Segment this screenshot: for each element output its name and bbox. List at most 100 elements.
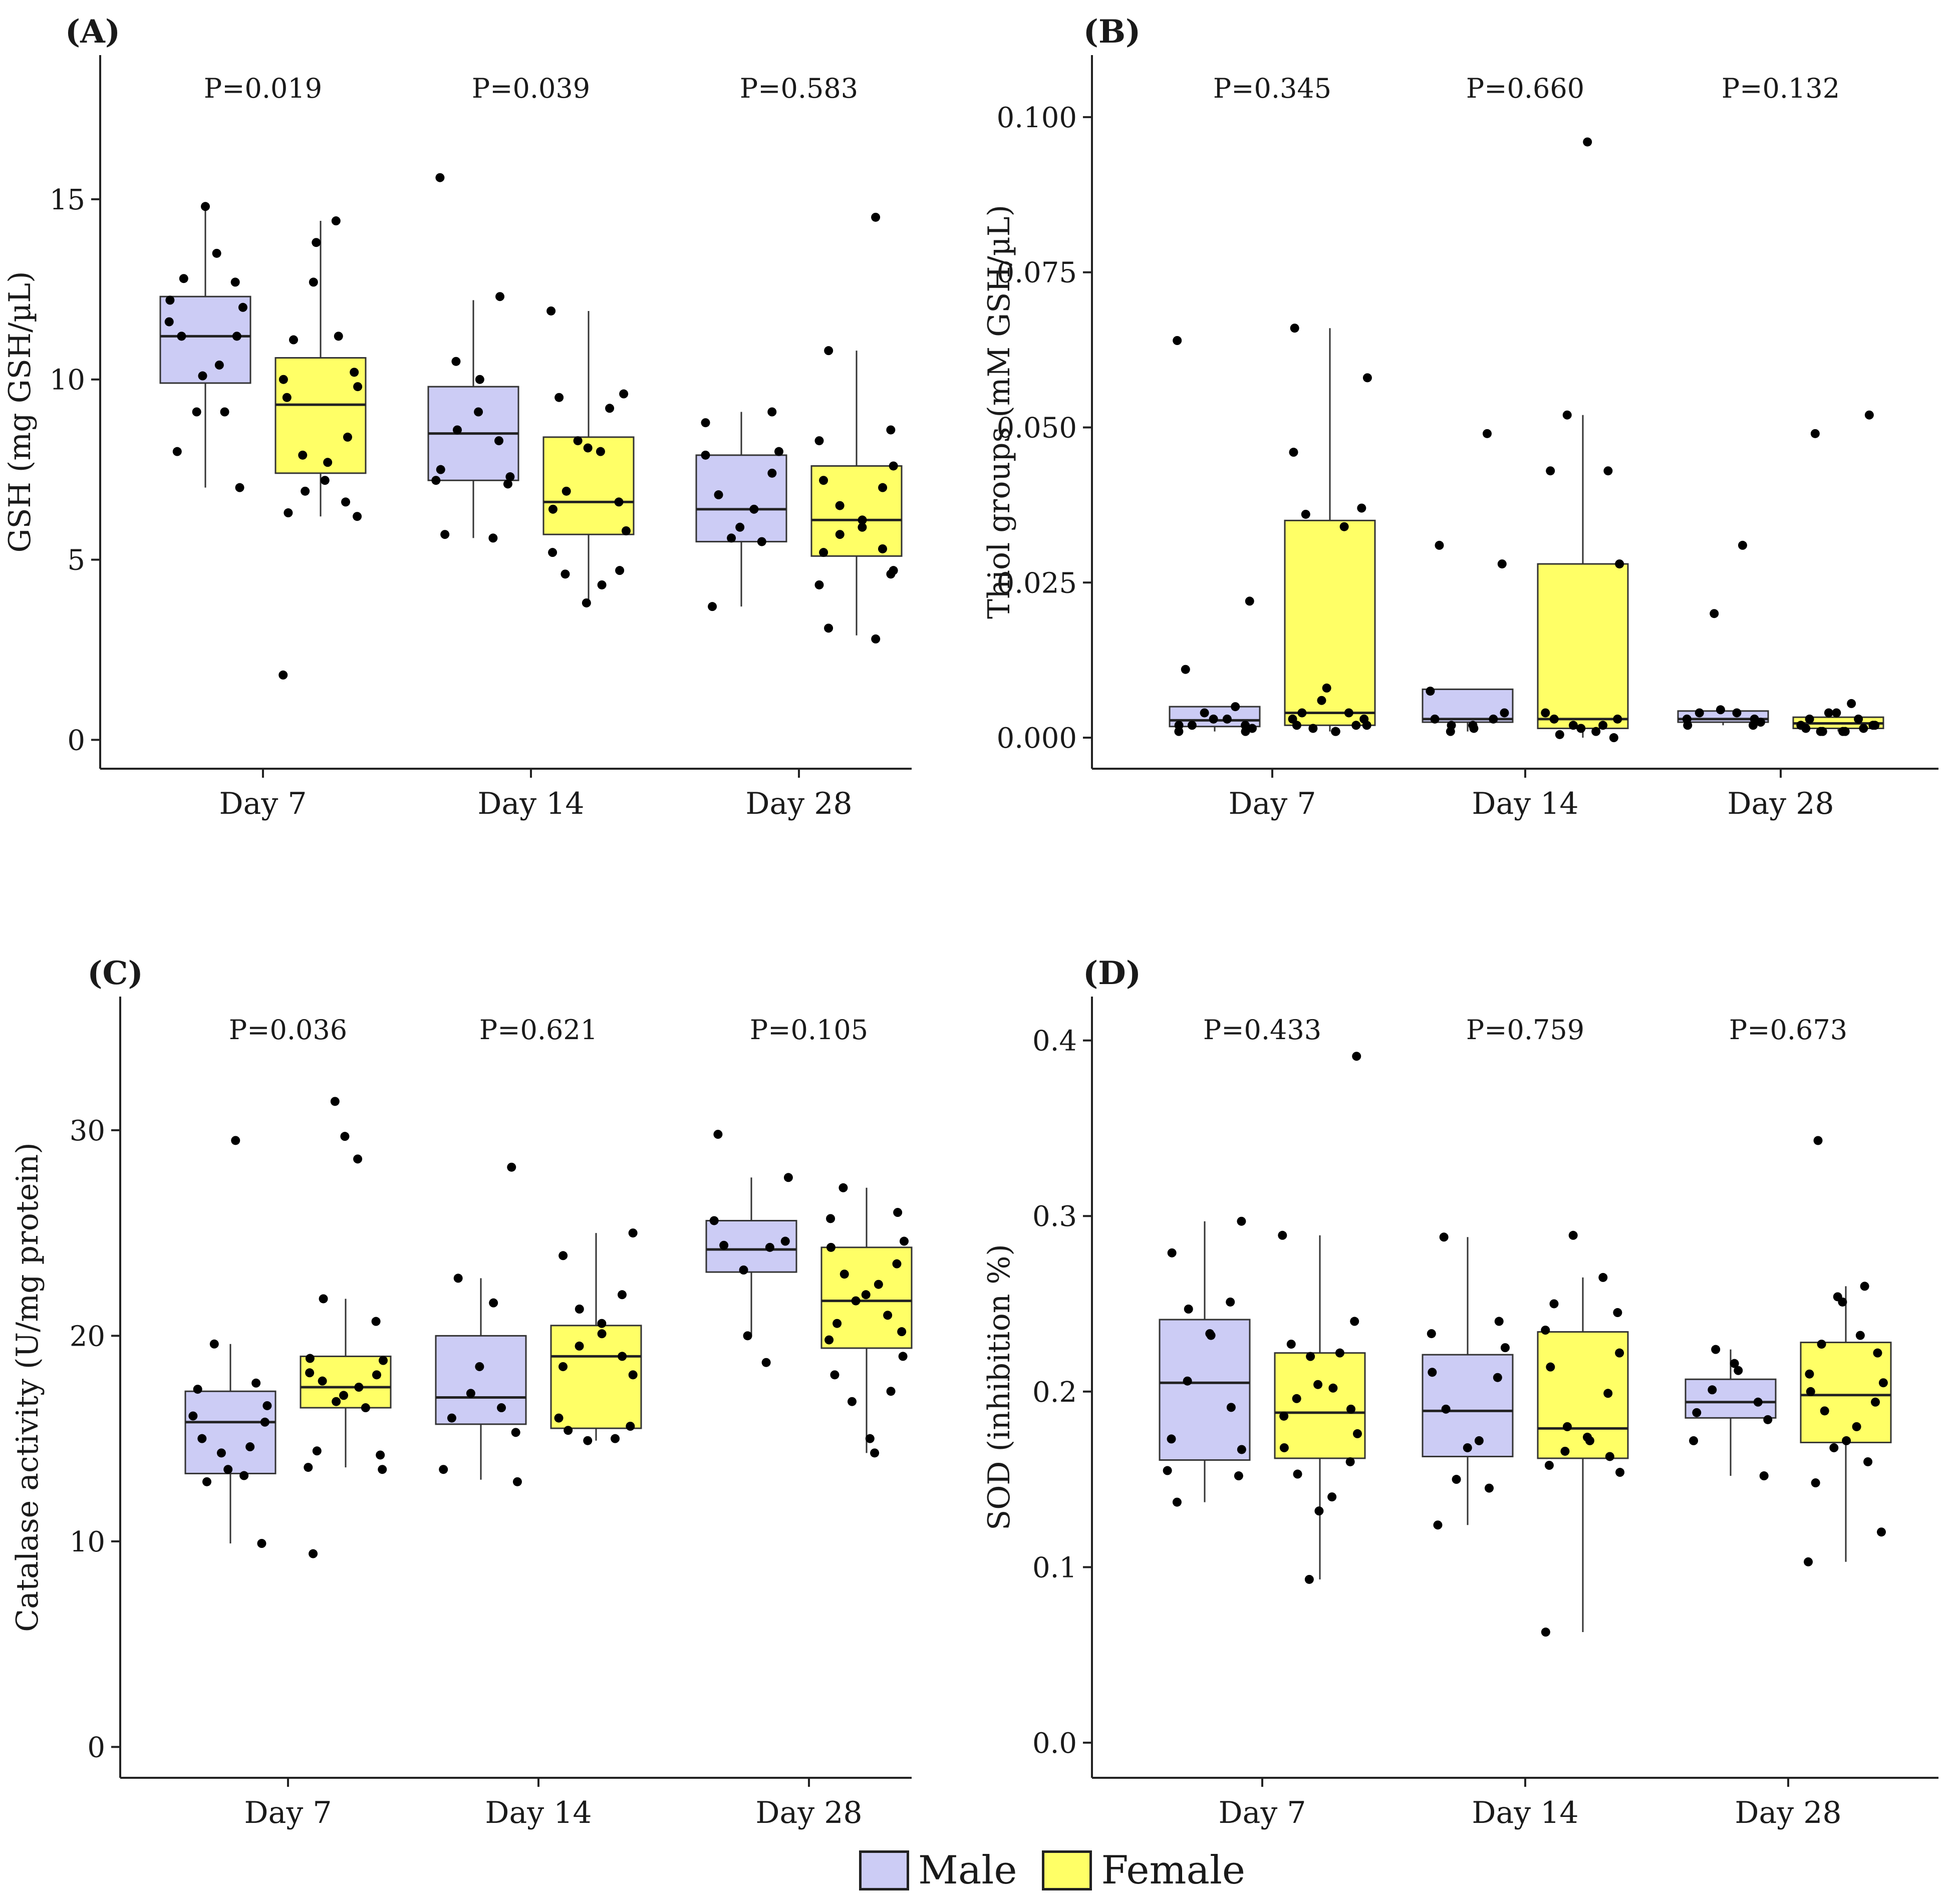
data-point xyxy=(1695,708,1704,718)
data-point xyxy=(1873,1348,1882,1358)
data-point xyxy=(1426,687,1435,696)
data-point xyxy=(494,436,504,446)
data-point xyxy=(1292,1394,1301,1403)
box-body xyxy=(300,1355,392,1409)
y-axis-label: GSH (mg GSH/µL) xyxy=(3,271,38,552)
data-point xyxy=(378,1465,387,1474)
data-point xyxy=(1615,1468,1625,1477)
x-tick-label: Day 28 xyxy=(755,1795,862,1830)
data-point xyxy=(1163,1466,1172,1475)
data-point xyxy=(1864,410,1874,420)
data-point xyxy=(197,1434,207,1443)
y-axis-label: Thiol groups (mM GSH/µL) xyxy=(982,205,1017,619)
data-point xyxy=(564,1426,573,1435)
data-point xyxy=(475,1362,484,1371)
data-point xyxy=(1603,466,1613,476)
data-point xyxy=(331,216,341,226)
data-point xyxy=(575,1305,584,1314)
y-tick-label: 30 xyxy=(70,1115,105,1147)
data-point xyxy=(372,1370,382,1380)
data-point xyxy=(235,483,244,492)
data-point xyxy=(512,1477,522,1486)
data-point xyxy=(1734,1366,1743,1375)
x-tick-label: Day 7 xyxy=(219,786,307,821)
data-point xyxy=(1615,1348,1624,1358)
data-point xyxy=(1615,559,1624,569)
data-point xyxy=(1820,1406,1829,1416)
p-value-label: P=0.036 xyxy=(229,1014,347,1046)
data-point xyxy=(1689,1436,1699,1445)
y-tick-label: 0.4 xyxy=(1032,1025,1077,1058)
data-point xyxy=(743,1331,752,1341)
data-point xyxy=(573,436,583,446)
data-point xyxy=(830,1370,840,1380)
data-point xyxy=(749,504,759,514)
data-point xyxy=(832,1319,842,1328)
data-point xyxy=(714,490,723,500)
data-point xyxy=(1847,699,1856,708)
data-point xyxy=(1562,410,1572,420)
data-point xyxy=(298,450,308,460)
y-tick-label: 0.075 xyxy=(997,257,1077,289)
data-point xyxy=(1816,727,1825,736)
data-point xyxy=(1245,596,1254,606)
data-point xyxy=(575,1341,584,1351)
data-point xyxy=(1817,1340,1826,1349)
data-point xyxy=(238,302,247,312)
legend-swatch-female xyxy=(1042,1850,1092,1890)
data-point xyxy=(343,432,352,442)
data-point xyxy=(614,497,624,507)
data-point xyxy=(177,332,186,341)
data-point xyxy=(1430,714,1440,724)
data-point xyxy=(892,1259,902,1268)
data-point xyxy=(617,1290,627,1300)
data-point xyxy=(739,1265,748,1275)
data-point xyxy=(452,425,462,435)
data-point xyxy=(719,1240,729,1250)
data-point xyxy=(814,436,824,446)
x-tick-label: Day 14 xyxy=(1472,1795,1578,1830)
data-point xyxy=(1756,718,1765,727)
data-point xyxy=(319,1294,328,1304)
data-point xyxy=(767,407,777,417)
data-point xyxy=(886,569,896,579)
data-point xyxy=(1433,1520,1443,1530)
data-point xyxy=(899,1236,909,1246)
data-point xyxy=(1226,1297,1235,1307)
p-value-label: P=0.105 xyxy=(750,1014,868,1046)
data-point xyxy=(1350,1317,1359,1326)
y-tick-label: 0 xyxy=(67,724,85,757)
data-point xyxy=(824,1335,834,1345)
data-point xyxy=(1237,1216,1246,1226)
data-point xyxy=(619,389,629,399)
p-value-label: P=0.433 xyxy=(1203,1014,1321,1046)
data-point xyxy=(701,418,710,428)
y-tick-label: 0 xyxy=(87,1731,105,1764)
legend: Male Female xyxy=(859,1848,1270,1893)
data-point xyxy=(1759,1471,1769,1481)
data-point xyxy=(172,447,182,456)
box-male-day-28 xyxy=(695,407,787,611)
data-point xyxy=(1568,1230,1578,1240)
data-point xyxy=(819,476,828,485)
p-value-label: P=0.621 xyxy=(479,1014,598,1046)
x-tick-label: Day 14 xyxy=(477,786,584,821)
box-body xyxy=(435,1335,527,1425)
data-point xyxy=(1598,721,1608,730)
data-point xyxy=(495,292,505,301)
data-point xyxy=(897,1327,907,1337)
data-point xyxy=(354,1383,364,1392)
x-tick-label: Day 7 xyxy=(244,1795,332,1830)
data-point xyxy=(708,602,717,611)
data-point xyxy=(878,544,888,553)
y-tick-label: 5 xyxy=(67,544,85,577)
box-female-day-14 xyxy=(1537,1230,1629,1637)
data-point xyxy=(824,346,833,356)
data-point xyxy=(1805,714,1814,724)
y-tick-label: 20 xyxy=(70,1320,105,1353)
data-point xyxy=(1362,373,1372,383)
y-tick-label: 0.2 xyxy=(1032,1376,1077,1409)
data-point xyxy=(188,1411,198,1421)
panel-c: (C) 0 10 20 30 Catalase activity (U/mg protei… xyxy=(10,955,913,1830)
y-tick-label: 0.000 xyxy=(997,722,1077,755)
